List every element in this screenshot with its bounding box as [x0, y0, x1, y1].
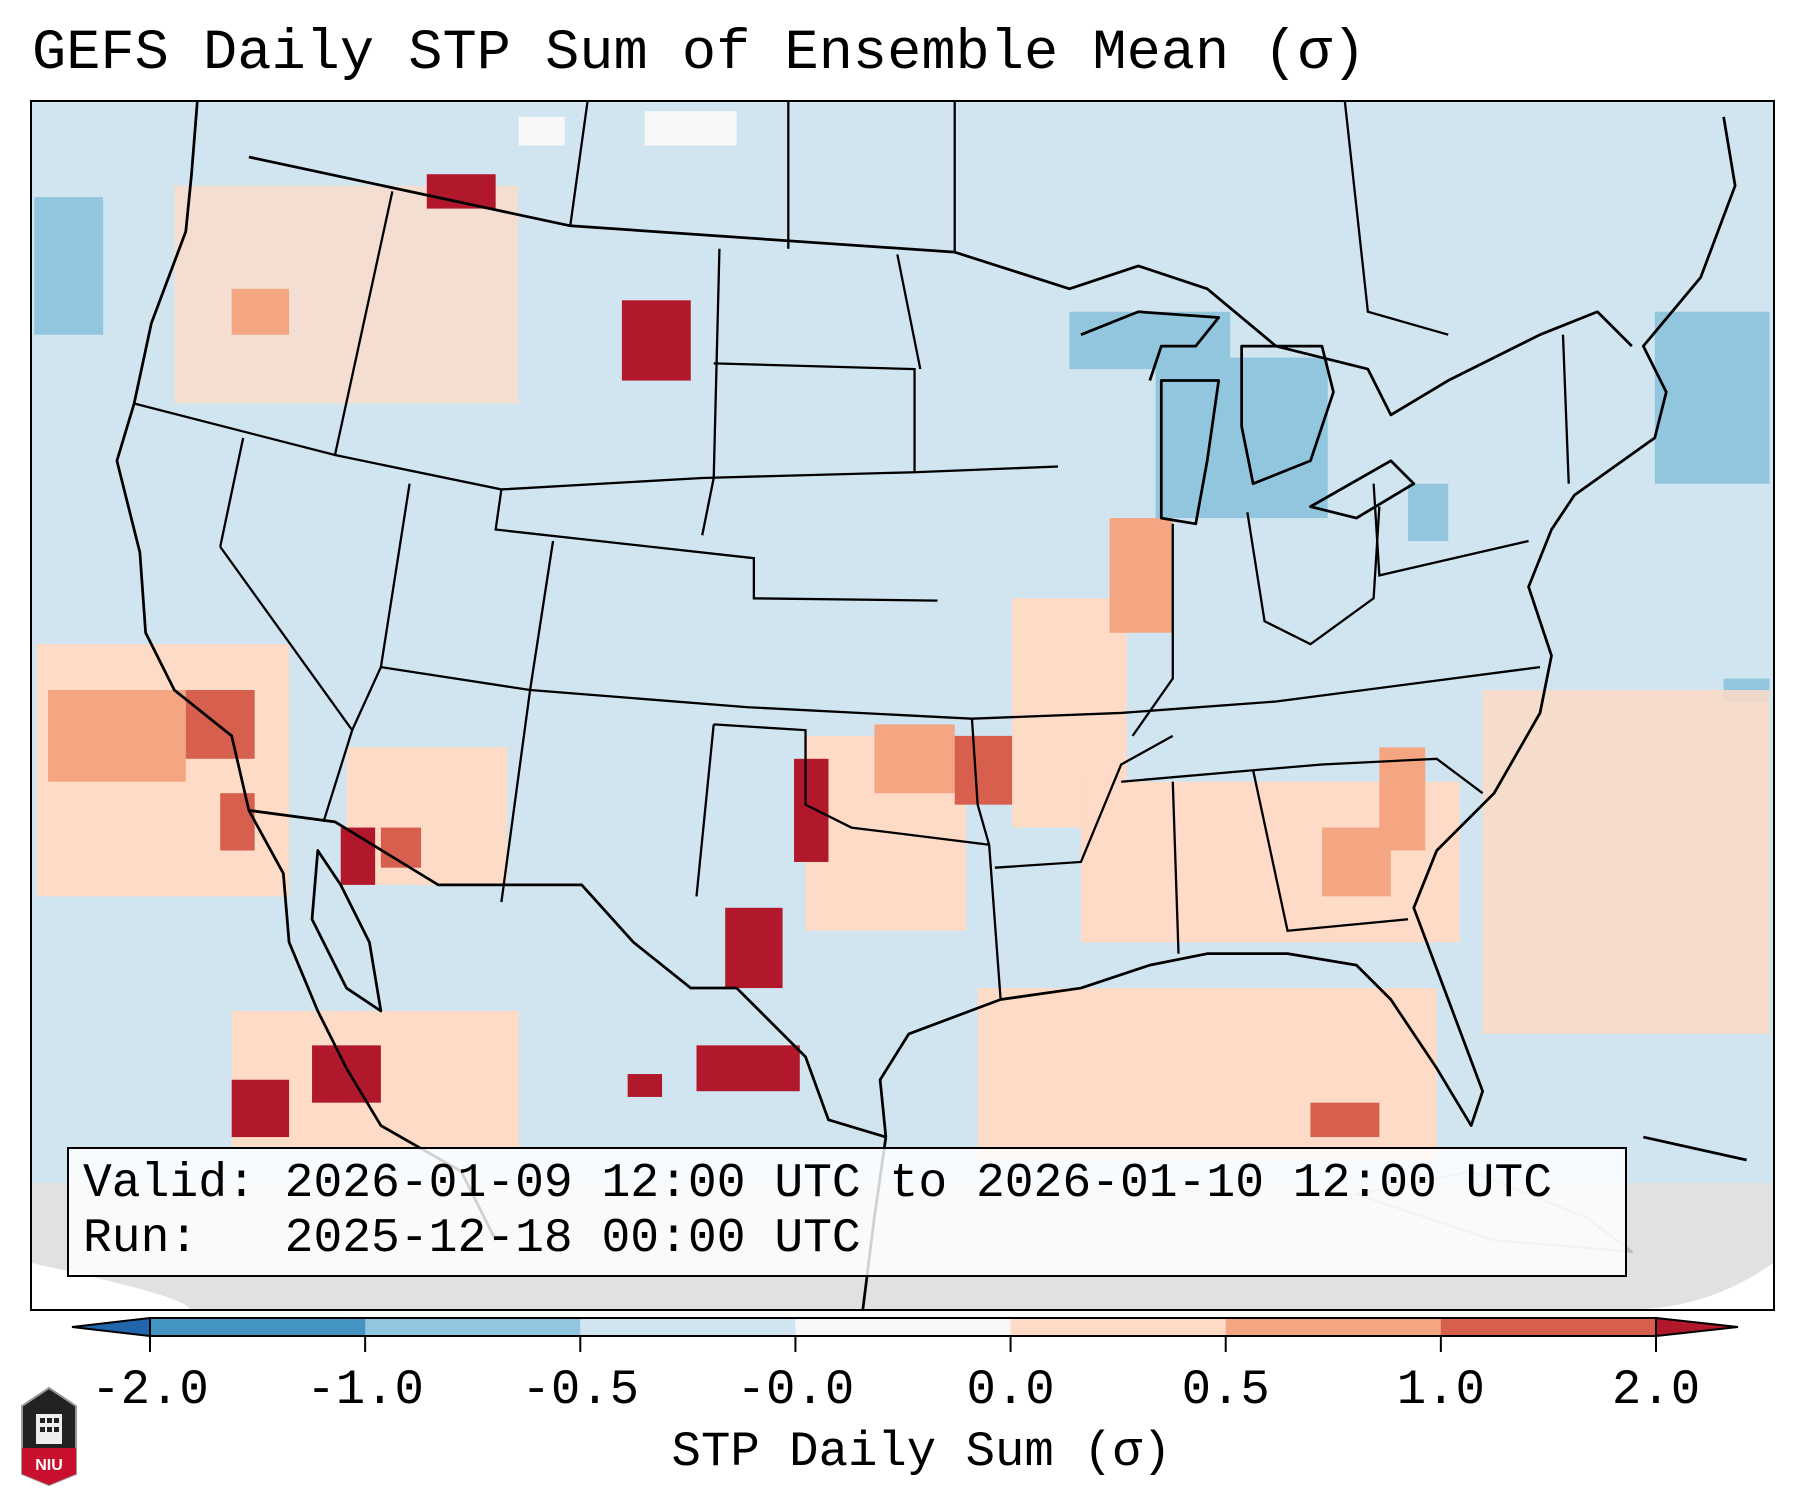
state-boundaries: [133, 102, 1570, 1000]
niu-logo: NIU: [21, 1386, 77, 1486]
colorbar-tick-label: 1.0: [1396, 1362, 1485, 1418]
colorbar-segment: [1010, 1318, 1227, 1336]
colorbar-under-triangle: [71, 1316, 151, 1338]
colorbar-segment: [1440, 1318, 1657, 1336]
colorbar-segment: [365, 1318, 581, 1336]
colorbar-segment: [150, 1318, 366, 1336]
colorbar-tick-label: -2.0: [91, 1362, 209, 1418]
map-svg: [32, 102, 1773, 1309]
valid-time-text: Valid: 2026-01-09 12:00 UTC to 2026-01-1…: [83, 1157, 1553, 1211]
chart-title: GEFS Daily STP Sum of Ensemble Mean (σ): [32, 22, 1367, 86]
colorbar-tick-label: -0.5: [521, 1362, 640, 1418]
projection-edge-right: [1608, 1263, 1773, 1309]
colorbar-over-triangle: [1655, 1316, 1739, 1338]
colorbar-segment: [795, 1318, 1012, 1336]
svg-text:NIU: NIU: [35, 1457, 63, 1474]
colorbar-label: STP Daily Sum (σ): [671, 1424, 1172, 1480]
colorbar-tick-label: -0.0: [736, 1362, 855, 1418]
colorbar: [71, 1316, 1739, 1352]
colorbar-segment: [1225, 1318, 1442, 1336]
run-time-text: Run: 2025-12-18 00:00 UTC: [83, 1212, 861, 1266]
map-panel: [30, 100, 1775, 1311]
valid-time-box: Valid: 2026-01-09 12:00 UTC to 2026-01-1…: [67, 1147, 1627, 1277]
colorbar-segment: [580, 1318, 796, 1336]
colorbar-outline: [149, 1317, 1657, 1337]
colorbar-tick-label: 0.0: [966, 1362, 1055, 1418]
colorbar-tick-label: 0.5: [1181, 1362, 1270, 1418]
anomaly-field: [32, 111, 1773, 1309]
colorbar-tick-label: 2.0: [1611, 1362, 1701, 1418]
colorbar-tick-label: -1.0: [306, 1362, 424, 1418]
